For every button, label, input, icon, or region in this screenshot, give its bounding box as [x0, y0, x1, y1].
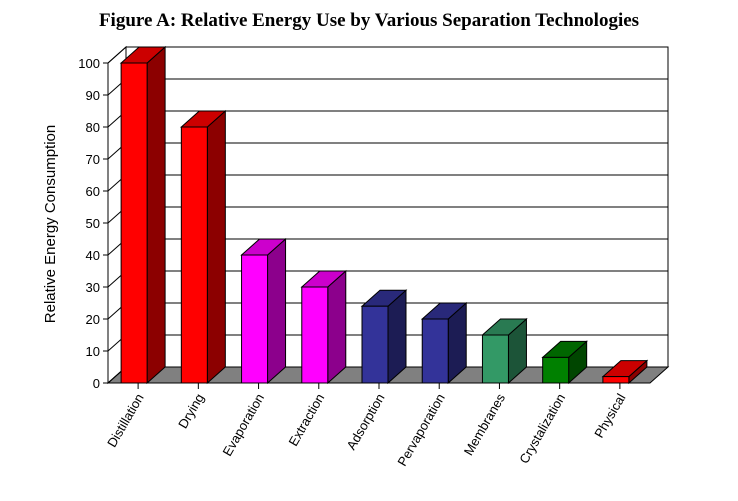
- y-axis-label: Relative Energy Consumption: [42, 125, 59, 323]
- bar-physical: [601, 359, 649, 385]
- bar-front: [421, 318, 449, 384]
- x-tick-label: Crystalization: [516, 391, 568, 466]
- y-tick-label: 100: [78, 56, 100, 71]
- x-tick-label: Distillation: [104, 391, 147, 450]
- y-tick-label: 0: [93, 376, 100, 391]
- bar-drying: [180, 109, 227, 385]
- bar-adsorption: [360, 289, 408, 385]
- bar-pervaporation: [420, 301, 468, 385]
- bar-front: [602, 376, 630, 384]
- y-tick-label: 50: [86, 216, 100, 231]
- x-tick-label: Drying: [175, 391, 207, 431]
- bar-front: [120, 62, 148, 384]
- bar-front: [361, 305, 389, 384]
- y-tick-label: 40: [86, 248, 100, 263]
- y-tick-label: 90: [86, 88, 100, 103]
- bar-membranes: [481, 317, 528, 385]
- y-tick-label: 60: [86, 184, 100, 199]
- bar-front: [481, 334, 509, 384]
- bar-side: [327, 269, 347, 385]
- x-tick-label: Extraction: [285, 391, 327, 449]
- bar-front: [301, 286, 329, 384]
- bar-side: [206, 109, 226, 385]
- y-tick-label: 10: [86, 344, 100, 359]
- bar-front: [241, 254, 269, 384]
- bar-front: [542, 356, 570, 384]
- y-tick-label: 30: [86, 280, 100, 295]
- bar-evaporation: [240, 237, 287, 385]
- bar-side: [146, 45, 166, 385]
- x-tick-label: Membranes: [461, 391, 509, 458]
- y-tick-label: 70: [86, 152, 100, 167]
- y-tick-label: 20: [86, 312, 100, 327]
- x-tick-label: Pervaporation: [394, 391, 447, 469]
- bar-front: [180, 126, 208, 384]
- bar-distillation: [119, 45, 167, 385]
- x-tick-label: Evaporation: [219, 391, 267, 459]
- bar-crystalization: [541, 340, 588, 385]
- bar-extraction: [300, 269, 348, 385]
- chart-title: Figure A: Relative Energy Use by Various…: [98, 10, 640, 31]
- x-tick-label: Adsorption: [344, 391, 388, 452]
- bar-side: [267, 237, 287, 385]
- y-tick-label: 80: [86, 120, 100, 135]
- x-tick-label: Physical: [591, 391, 628, 441]
